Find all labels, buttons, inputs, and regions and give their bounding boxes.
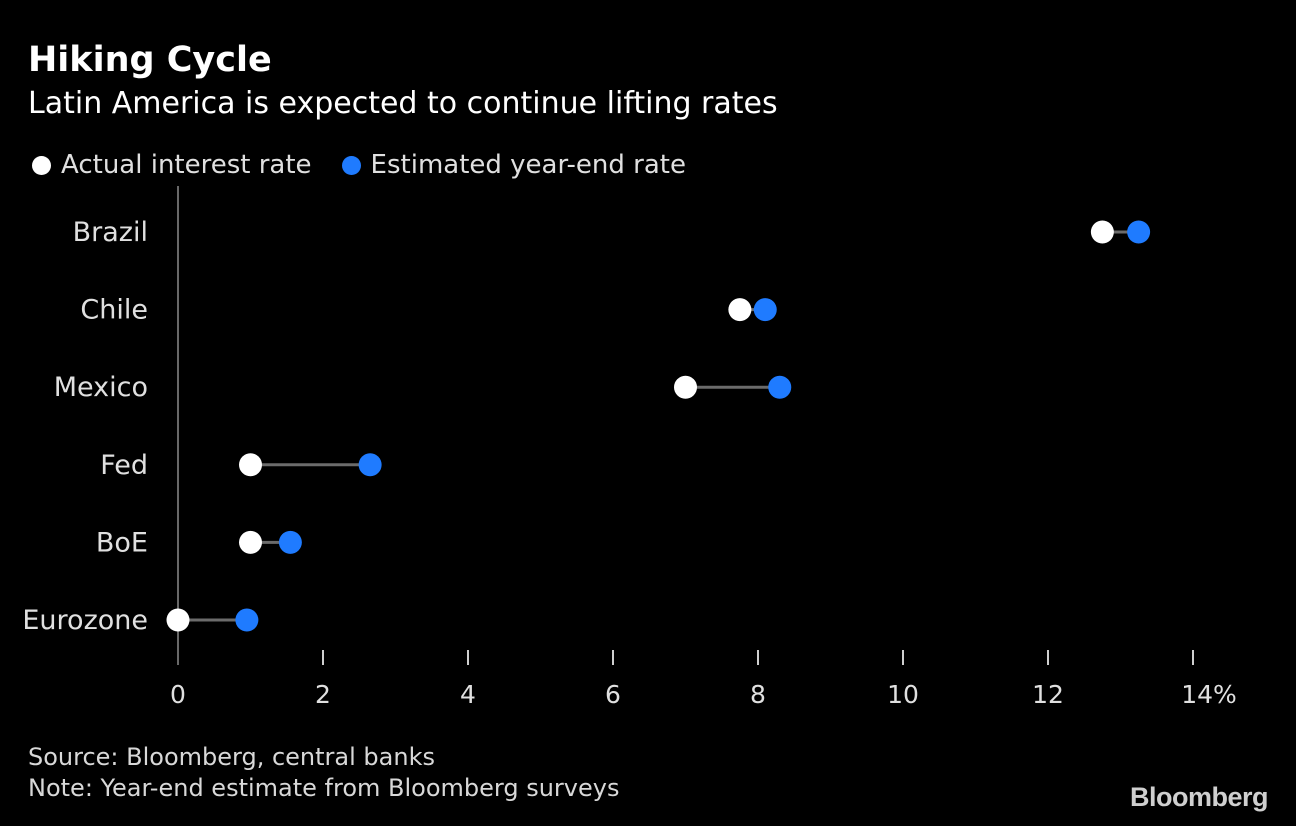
estimated-rate-point [278,530,302,554]
source-note: Source: Bloomberg, central banks [28,743,435,771]
actual-rate-point [728,298,752,322]
footer: Source: Bloomberg, central banks Note: Y… [28,742,619,804]
chart-subtitle: Latin America is expected to continue li… [28,86,778,121]
legend-swatch-estimate [341,155,361,175]
actual-rate-point [239,453,262,477]
chart-title: Hiking Cycle [28,40,272,80]
x-tick-label: 0 [170,680,186,709]
actual-rate-point [1090,220,1114,244]
actual-rate-point [166,608,190,632]
legend-label-actual: Actual interest rate [61,150,312,180]
x-tick-label: 4 [460,680,476,709]
x-tick-label: 14% [1181,680,1237,709]
legend-label-estimate: Estimated year-end rate [370,150,686,180]
actual-rate-point [674,375,697,399]
x-tick-label: 8 [750,680,766,709]
x-tick-label: 12 [1032,680,1064,709]
estimated-rate-point [235,608,259,632]
legend-item-estimate: Estimated year-end rate [338,150,686,180]
x-tick-label: 6 [605,680,621,709]
category-label: Eurozone [22,605,148,636]
legend: Actual interest rate Estimated year-end … [28,150,712,180]
category-label: Brazil [73,217,148,248]
estimated-rate-point [358,453,382,477]
category-label: Chile [80,295,148,326]
bloomberg-logo: Bloomberg [1129,782,1269,812]
estimated-rate-point [768,375,792,399]
x-tick-label: 2 [315,680,331,709]
legend-swatch-actual [32,155,51,175]
category-label: Fed [100,450,148,481]
footnote: Note: Year-end estimate from Bloomberg s… [28,774,620,802]
category-label: Mexico [54,372,148,403]
estimated-rate-point [753,298,777,322]
actual-rate-point [239,530,262,554]
category-label: BoE [96,527,148,558]
legend-item-actual: Actual interest rate [28,150,312,180]
x-tick-label: 10 [887,680,919,709]
estimated-rate-point [1127,220,1151,244]
